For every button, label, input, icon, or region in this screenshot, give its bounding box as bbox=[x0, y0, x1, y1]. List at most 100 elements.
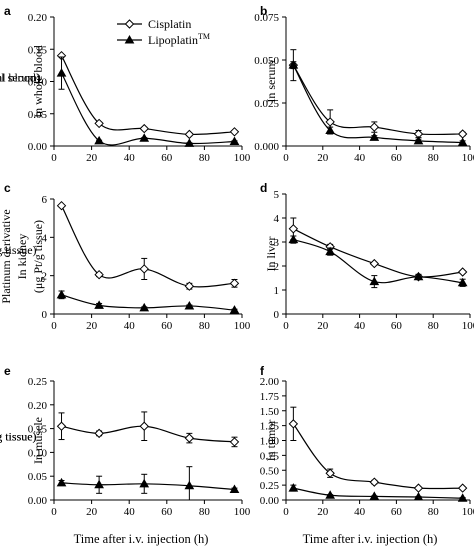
data-point-lipoplatin bbox=[139, 302, 150, 312]
y-axis-label: (μg Pt/g tissue) bbox=[0, 430, 37, 444]
data-point-lipoplatin bbox=[184, 138, 195, 147]
x-tick-label: 40 bbox=[354, 506, 366, 518]
series-line-cisplatin bbox=[60, 55, 235, 136]
series-line-lipoplatin bbox=[61, 294, 235, 311]
y-tick-label: 0.050 bbox=[254, 55, 279, 67]
y-tick-label: 2 bbox=[274, 261, 280, 273]
data-point-lipoplatin bbox=[413, 271, 424, 281]
y-tick-label: 0 bbox=[42, 309, 48, 321]
y-axis-label: In muscle bbox=[31, 417, 45, 464]
legend-lipoplatin: LipoplatinTM bbox=[117, 32, 210, 47]
y-tick-label: 0.05 bbox=[28, 471, 48, 483]
data-point-cisplatin bbox=[139, 123, 149, 134]
legend-cisplatin-label: Cisplatin bbox=[148, 17, 191, 31]
y-tick-label: 1.00 bbox=[260, 436, 280, 448]
x-tick-label: 80 bbox=[428, 152, 440, 164]
y-tick-label: 0.50 bbox=[260, 465, 280, 477]
y-axis-label: (μg Pt/g tissue) bbox=[0, 430, 37, 444]
y-tick-label: 1 bbox=[274, 285, 280, 297]
x-tick-label: 60 bbox=[391, 152, 403, 164]
panel-a: a 0 20 40 60 80 100 0.00 0.05 0.10 0.15 0.20 In whol… bbox=[0, 4, 251, 164]
y-tick-label: 0.15 bbox=[28, 424, 48, 436]
x-tick-label: 0 bbox=[51, 506, 57, 518]
data-point-cisplatin bbox=[369, 122, 380, 132]
x-tick-label: 20 bbox=[317, 320, 329, 332]
x-tick-label: 40 bbox=[124, 320, 136, 332]
data-point-lipoplatin bbox=[184, 480, 195, 490]
data-point-cisplatin bbox=[457, 267, 468, 277]
y-tick-label: 0.25 bbox=[260, 480, 280, 492]
y-tick-label: 0.25 bbox=[28, 376, 48, 388]
x-tick-label: 80 bbox=[199, 320, 211, 332]
data-point-cisplatin bbox=[94, 118, 104, 129]
data-point-lipoplatin bbox=[94, 479, 104, 489]
y-tick-label: 5 bbox=[274, 189, 280, 201]
data-point-lipoplatin bbox=[288, 234, 299, 244]
x-tick-label: 100 bbox=[234, 506, 251, 518]
data-point-lipoplatin bbox=[56, 477, 67, 487]
y-tick-label: 0.20 bbox=[28, 400, 48, 412]
y-axis-label: In liver bbox=[264, 237, 278, 272]
y-axis-label: (μg Pt/g tissue) bbox=[0, 243, 37, 257]
x-tick-label: 0 bbox=[283, 506, 289, 518]
panel-letter-b: b bbox=[260, 4, 267, 18]
y-tick-label: 0.025 bbox=[254, 98, 279, 110]
data-point-cisplatin bbox=[56, 201, 67, 211]
x-tick-label: 0 bbox=[51, 152, 57, 164]
y-tick-label: 1.25 bbox=[260, 421, 280, 433]
y-axis-label: In serum bbox=[264, 60, 278, 103]
data-point-cisplatin bbox=[369, 258, 380, 269]
series-line-cisplatin bbox=[60, 205, 235, 288]
y-axis-label: (μg Pt/ml serum) bbox=[0, 71, 41, 85]
data-point-cisplatin bbox=[229, 437, 240, 447]
data-point-lipoplatin bbox=[56, 289, 67, 299]
legend-lipoplatin-tm: TM bbox=[198, 32, 210, 41]
data-point-lipoplatin bbox=[325, 125, 336, 135]
data-point-cisplatin bbox=[229, 278, 240, 289]
series-line-cisplatin bbox=[293, 228, 463, 278]
data-point-lipoplatin bbox=[369, 491, 380, 500]
data-point-cisplatin bbox=[184, 433, 195, 443]
x-tick-label: 100 bbox=[234, 320, 251, 332]
y-tick-label: 2.00 bbox=[260, 376, 280, 388]
x-tick-label: 40 bbox=[354, 152, 366, 164]
y-tick-label: 1.50 bbox=[260, 406, 280, 418]
legend-lipoplatin-name: Lipoplatin bbox=[148, 33, 198, 47]
y-axis-label: In kidney bbox=[15, 234, 29, 280]
data-point-cisplatin bbox=[288, 224, 299, 234]
data-point-lipoplatin bbox=[325, 490, 336, 499]
data-point-lipoplatin bbox=[413, 492, 424, 501]
x-axis-label-left: Time after i.v. injection (h) bbox=[74, 532, 209, 546]
y-tick-label: 0.10 bbox=[28, 77, 48, 89]
y-axis-label: In tumor bbox=[264, 420, 278, 462]
panel-letter-a: a bbox=[4, 4, 11, 18]
y-axis-label: In whole blood bbox=[31, 45, 45, 118]
data-point-lipoplatin bbox=[184, 300, 195, 310]
x-tick-label: 80 bbox=[199, 152, 211, 164]
y-tick-label: 0.000 bbox=[254, 141, 279, 153]
x-axis-label-right: Time after i.v. injection (h) bbox=[303, 532, 438, 546]
y-tick-label: 0.15 bbox=[28, 44, 48, 56]
panel-d: d020406080100012345In liver(μg Pt/g tiss… bbox=[0, 181, 474, 332]
data-point-lipoplatin bbox=[413, 135, 424, 145]
data-point-lipoplatin bbox=[139, 478, 150, 488]
x-tick-label: 40 bbox=[354, 320, 366, 332]
x-tick-label: 0 bbox=[51, 320, 57, 332]
y-tick-label: 2 bbox=[42, 271, 48, 283]
x-tick-label: 60 bbox=[391, 320, 403, 332]
data-point-lipoplatin bbox=[288, 60, 299, 69]
data-point-cisplatin bbox=[94, 428, 104, 439]
y-tick-label: 1.75 bbox=[260, 391, 280, 403]
x-tick-label: 100 bbox=[462, 152, 474, 164]
data-point-cisplatin bbox=[184, 129, 195, 140]
data-point-cisplatin bbox=[229, 127, 240, 137]
panel-letter-d: d bbox=[260, 181, 267, 195]
y-tick-label: 0.00 bbox=[28, 495, 48, 507]
panel-letter-c: c bbox=[4, 181, 11, 195]
x-tick-label: 20 bbox=[317, 506, 329, 518]
x-tick-label: 60 bbox=[161, 152, 173, 164]
panel-c: c 0 20 40 60 80 100 0 2 4 6 Platinum derivative In k… bbox=[0, 181, 251, 332]
legend-lipoplatin-label: LipoplatinTM bbox=[148, 32, 210, 47]
